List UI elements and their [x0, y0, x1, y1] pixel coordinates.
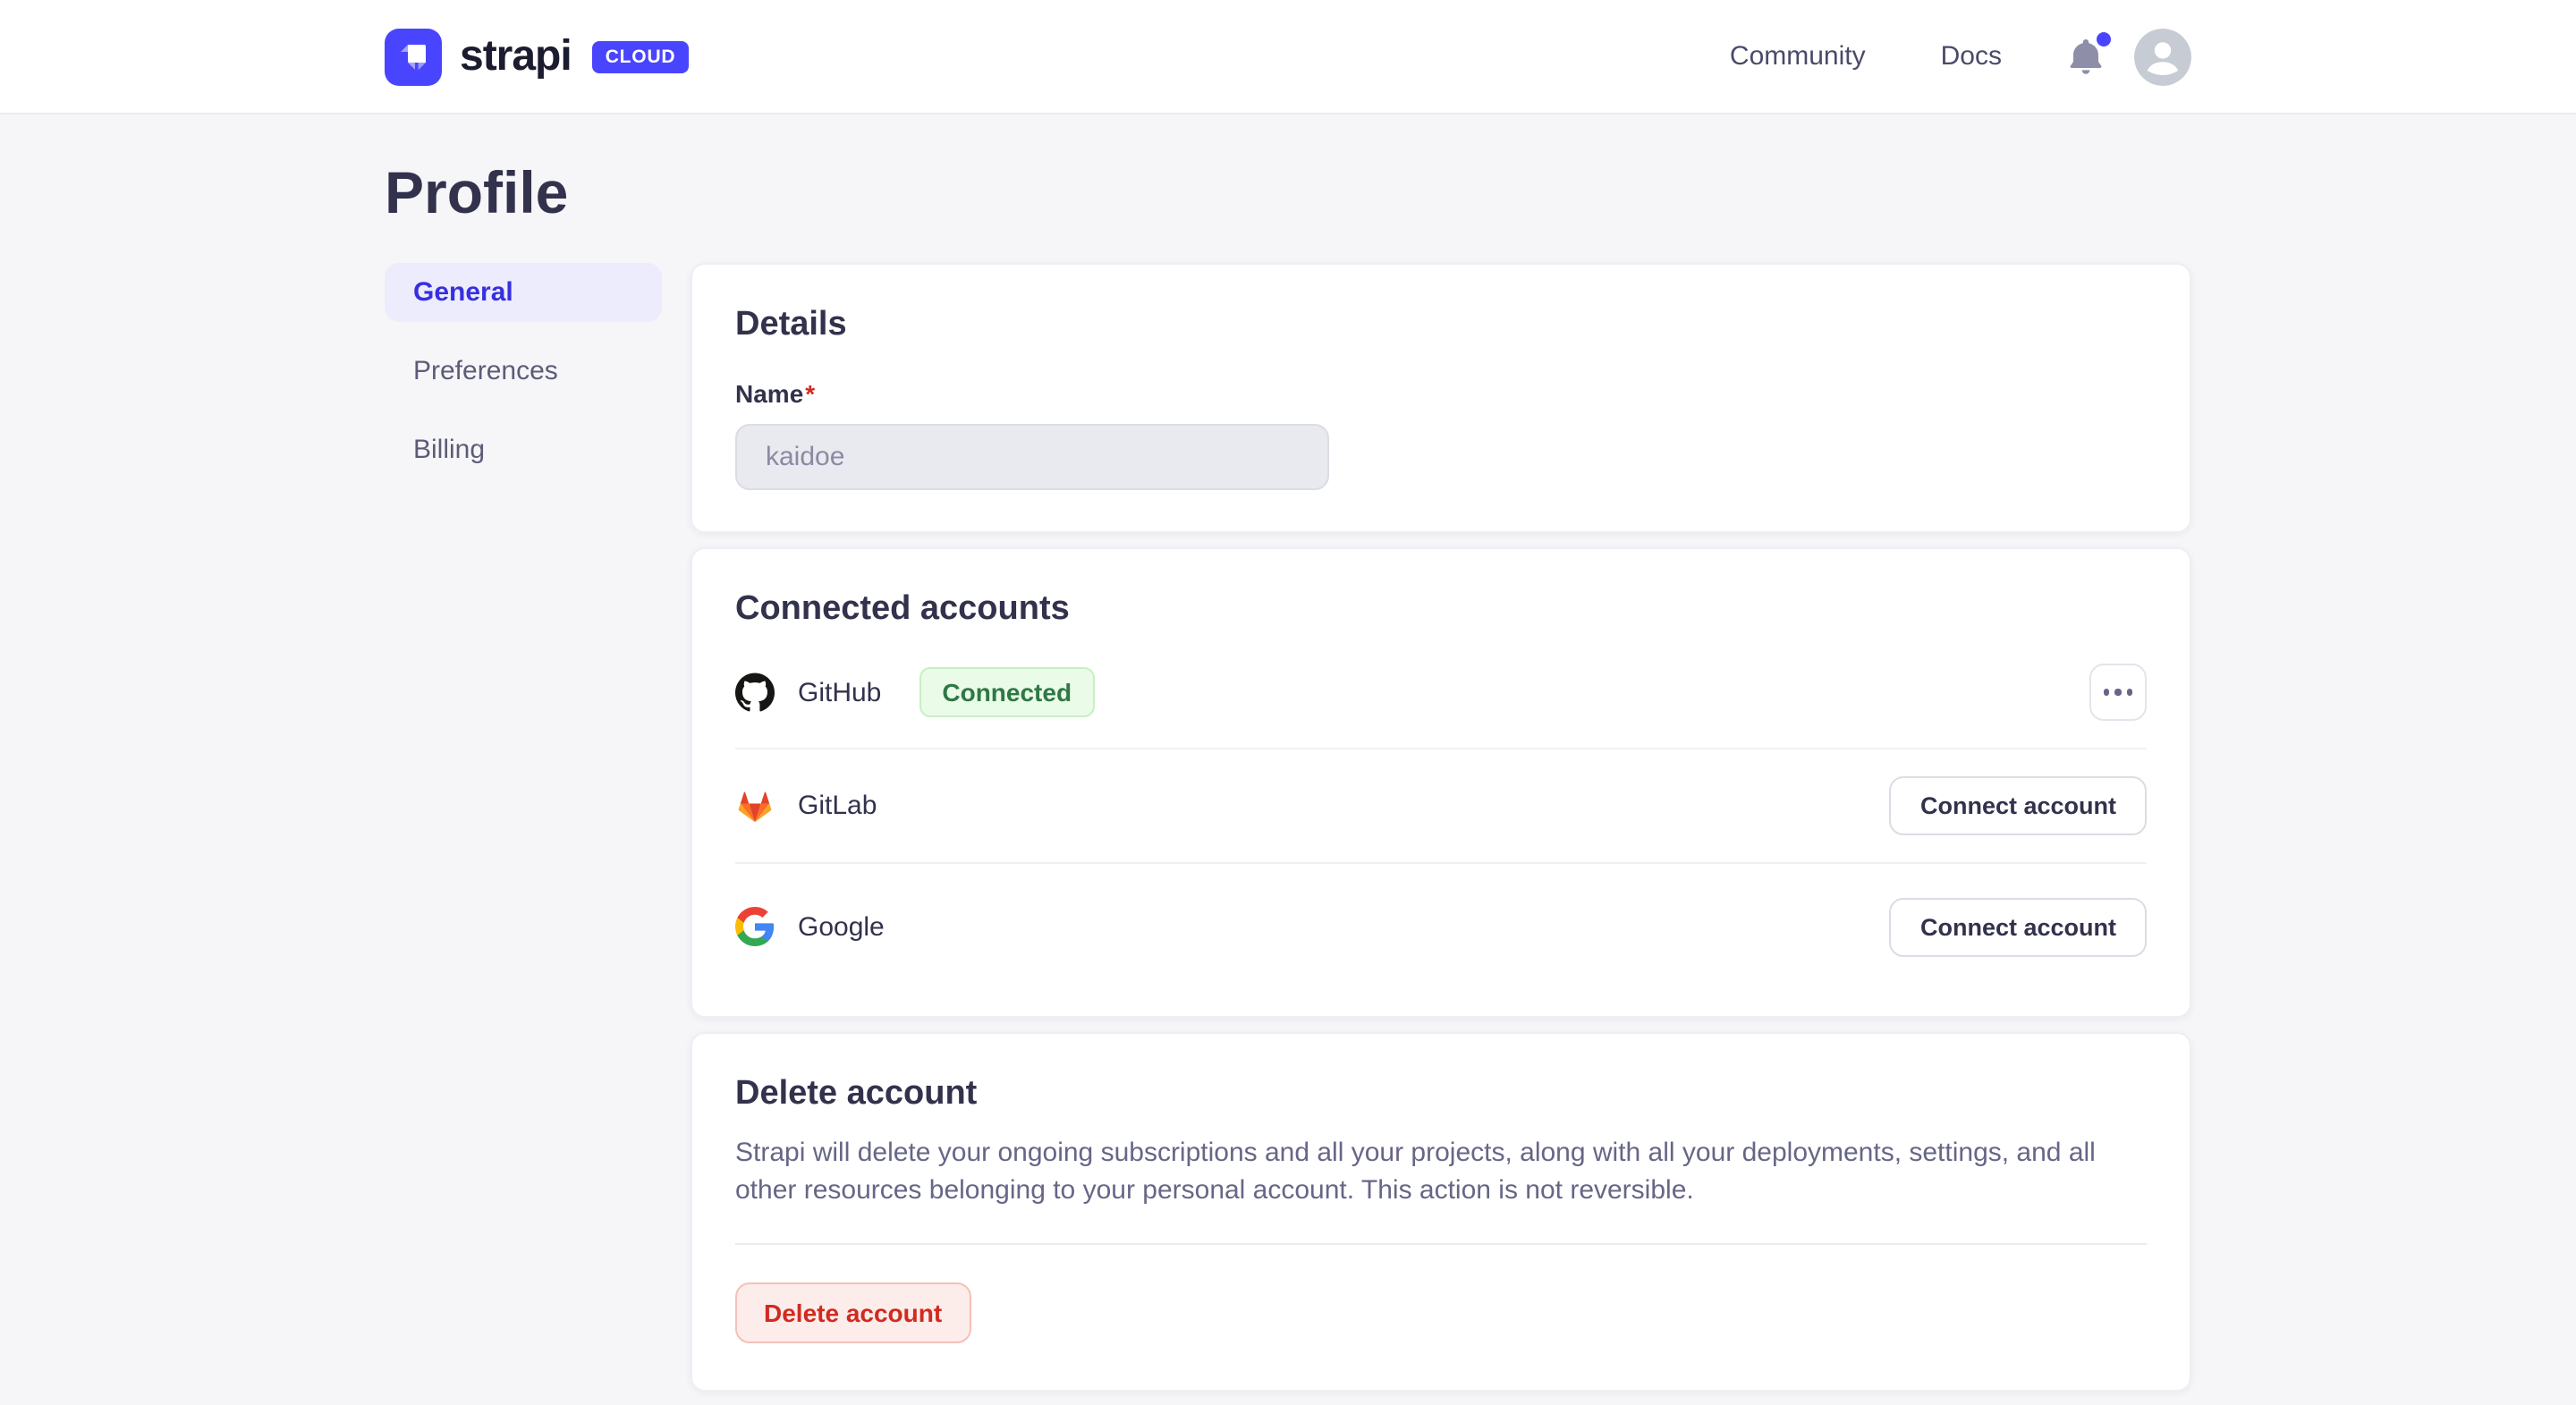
tab-preferences[interactable]: Preferences: [413, 356, 558, 386]
github-icon: [735, 673, 775, 712]
account-row-google: Google Connect account: [735, 864, 2147, 975]
account-row-gitlab: GitLab Connect account: [735, 749, 2147, 864]
connect-gitlab-button[interactable]: Connect account: [1889, 776, 2147, 835]
nav-link-community[interactable]: Community: [1729, 41, 1866, 72]
notifications-button[interactable]: [2070, 31, 2111, 74]
github-options-menu-button[interactable]: [2089, 664, 2147, 721]
tab-general[interactable]: General: [385, 263, 662, 322]
name-label-text: Name: [735, 379, 804, 408]
strapi-logo-icon: [385, 28, 442, 85]
strapi-cloud-logo[interactable]: strapi CLOUD: [385, 28, 689, 85]
tab-billing[interactable]: Billing: [413, 435, 486, 465]
name-input[interactable]: [735, 424, 1329, 490]
connected-accounts-title: Connected accounts: [735, 590, 1070, 628]
page-title: Profile: [385, 159, 569, 225]
name-field-label: Name *: [735, 379, 815, 408]
bell-icon: [2070, 38, 2102, 73]
connected-status-badge: Connected: [919, 667, 1096, 717]
connected-accounts-card: Connected accounts GitHub Connected: [691, 547, 2191, 1018]
provider-name-github: GitHub: [798, 677, 882, 707]
nav-link-docs[interactable]: Docs: [1940, 41, 2002, 72]
user-avatar[interactable]: [2134, 28, 2191, 85]
provider-name-google: Google: [798, 911, 885, 942]
delete-account-card: Delete account Strapi will delete your o…: [691, 1032, 2191, 1392]
gitlab-icon: [738, 791, 772, 822]
brand-wordmark: strapi: [460, 31, 572, 80]
delete-account-button[interactable]: Delete account: [735, 1282, 971, 1343]
divider: [735, 1242, 2147, 1245]
profile-tabs: General Preferences Billing: [385, 263, 662, 499]
unread-indicator-dot: [2097, 31, 2111, 46]
cloud-badge: CLOUD: [592, 40, 689, 72]
connect-google-button[interactable]: Connect account: [1889, 897, 2147, 956]
ellipsis-icon: [2103, 689, 2133, 696]
top-navbar: strapi CLOUD Community Docs: [0, 0, 2576, 114]
delete-account-description: Strapi will delete your ongoing subscrip…: [735, 1138, 2096, 1206]
details-card-title: Details: [735, 306, 847, 343]
provider-name-gitlab: GitLab: [798, 791, 877, 821]
google-icon: [735, 907, 775, 946]
account-row-github: GitHub Connected: [735, 637, 2147, 749]
details-card: Details Name *: [691, 263, 2191, 533]
delete-account-title: Delete account: [735, 1075, 978, 1113]
required-asterisk: *: [805, 379, 816, 408]
